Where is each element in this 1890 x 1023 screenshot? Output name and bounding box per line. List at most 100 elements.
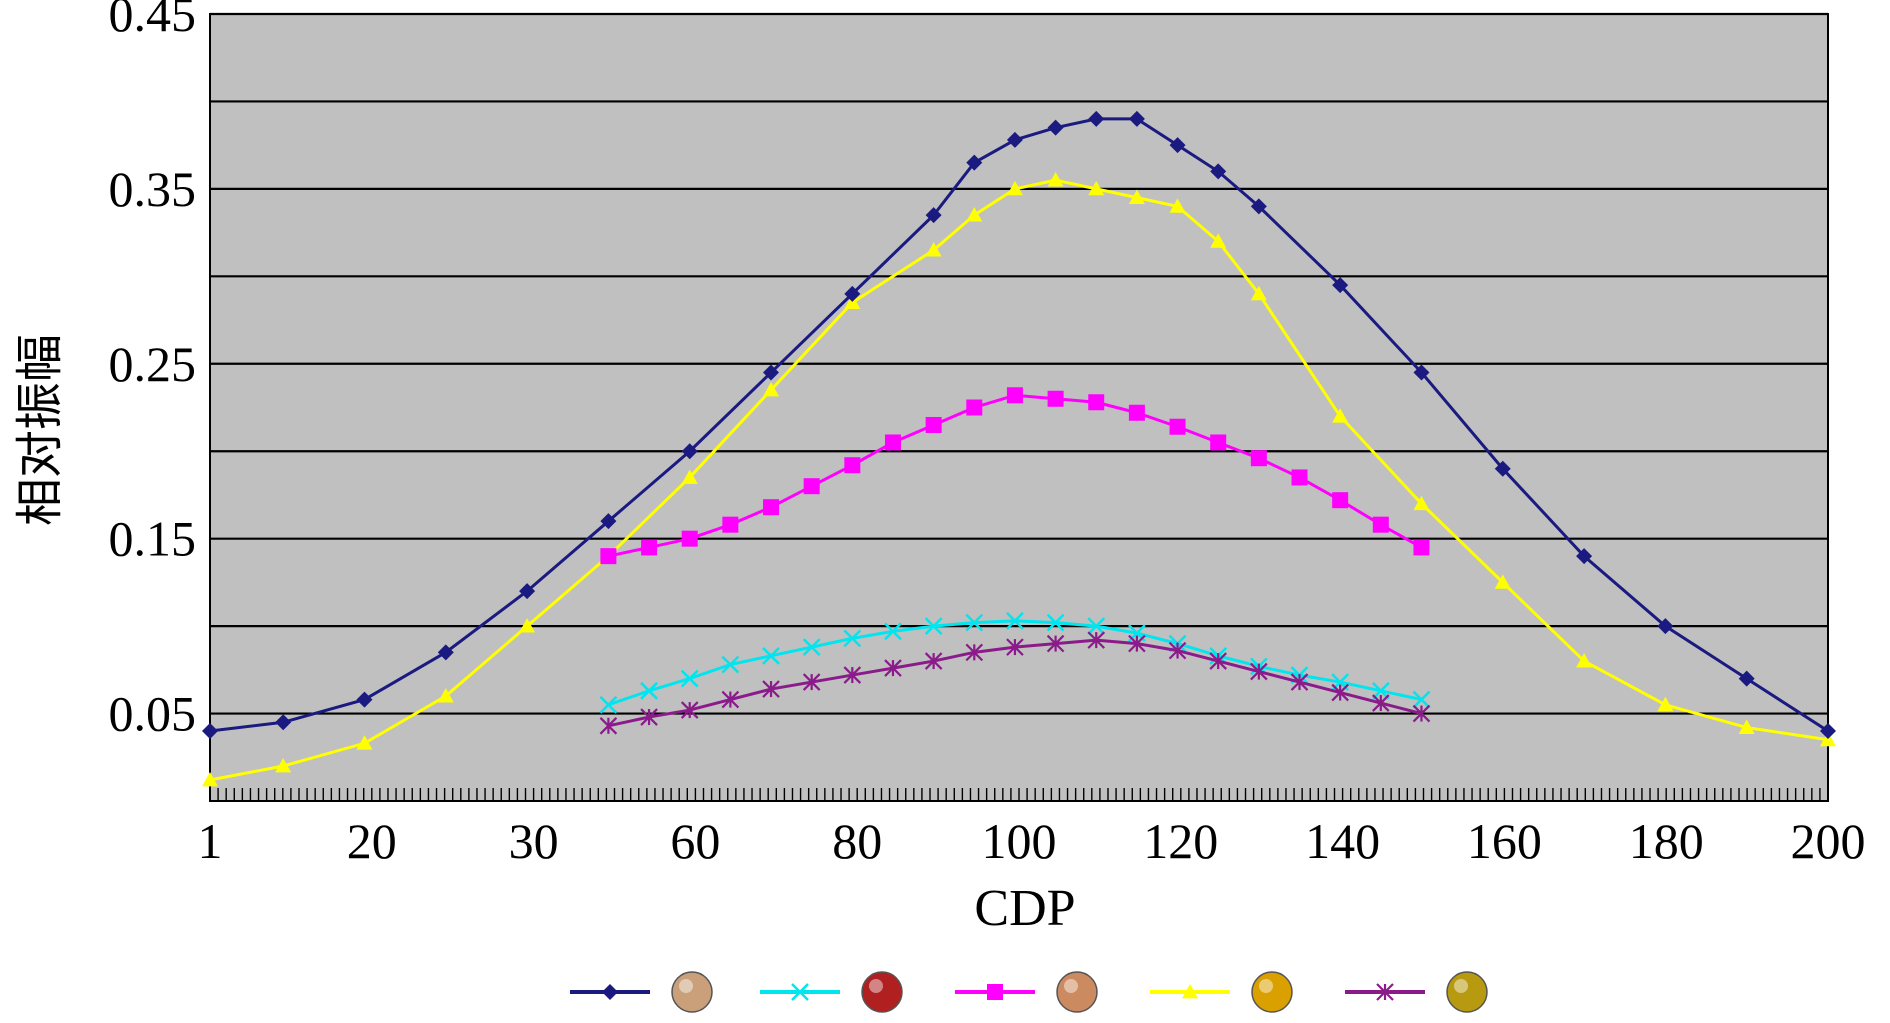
data-point: [1494, 574, 1511, 589]
data-point: [681, 469, 698, 484]
data-point: [884, 434, 901, 451]
data-point: [1169, 418, 1186, 435]
data-point: [1332, 277, 1349, 294]
data-point: [1331, 683, 1349, 702]
data-point: [680, 701, 699, 719]
data-point: [721, 655, 740, 674]
data-point: [1209, 652, 1227, 670]
data-point: [1250, 198, 1267, 215]
x-tick-label: 140: [1305, 813, 1380, 869]
data-point: [925, 416, 942, 433]
data-point: [1128, 110, 1145, 127]
data-point: [600, 513, 617, 530]
data-point: [1413, 364, 1430, 381]
data-point: [762, 646, 780, 665]
data-point: [1182, 984, 1198, 999]
data-point: [600, 548, 617, 565]
x-tick-label: 160: [1467, 813, 1542, 869]
data-point: [925, 242, 942, 257]
plot-area: [209, 13, 1829, 802]
data-point: [1128, 634, 1146, 653]
x-tick-labels: 1 20 30 60 80 100 120 140 160 180 200: [198, 813, 1866, 869]
data-point: [1047, 390, 1064, 407]
data-point: [965, 643, 984, 662]
data-point: [519, 583, 536, 600]
data-point: [1250, 450, 1267, 467]
y-tick-label: 0.15: [109, 511, 197, 567]
data-point: [844, 285, 861, 302]
legend-swatch: [671, 971, 713, 1013]
data-point: [1372, 694, 1390, 712]
data-point: [843, 666, 862, 684]
data-point: [1128, 189, 1145, 205]
data-point: [641, 539, 658, 556]
data-point: [1046, 613, 1065, 632]
data-point: [884, 659, 902, 677]
legend-swatch-highlight: [679, 979, 693, 993]
data-point: [1332, 408, 1349, 423]
data-point: [763, 499, 780, 516]
x-tick-label: 20: [347, 813, 397, 869]
data-point: [1210, 434, 1227, 451]
data-point: [966, 207, 983, 222]
x-tick-label: 100: [982, 813, 1057, 869]
data-point: [924, 652, 943, 670]
legend-entry-2: [760, 971, 903, 1013]
data-point: [844, 457, 861, 474]
y-axis-title: 相对振幅: [12, 334, 68, 526]
data-point: [1576, 548, 1593, 565]
data-point: [1047, 172, 1064, 187]
data-point: [356, 691, 373, 708]
data-point: [1820, 723, 1836, 740]
data-point: [1738, 670, 1755, 687]
data-point: [1413, 539, 1430, 556]
data-point: [519, 618, 536, 633]
data-point: [202, 772, 218, 787]
data-point: [356, 735, 373, 750]
data-point: [1006, 638, 1024, 656]
data-point: [762, 680, 780, 698]
data-point: [721, 690, 740, 709]
legend-entry-4: [1150, 971, 1293, 1013]
legend-swatch-highlight: [1064, 979, 1078, 993]
legend-swatch: [861, 971, 903, 1013]
series-2: [599, 611, 1431, 714]
legend-swatch: [1446, 971, 1488, 1013]
data-point: [1250, 285, 1267, 301]
legend-swatch-highlight: [869, 979, 883, 993]
data-point: [1291, 469, 1308, 486]
data-point: [791, 983, 809, 1001]
series-5: [599, 631, 1431, 735]
x-tick-label: 30: [509, 813, 559, 869]
y-tick-label: 0.05: [109, 686, 197, 742]
legend-entry-3: [955, 971, 1098, 1013]
x-tick-label: 200: [1791, 813, 1866, 869]
data-point: [1006, 611, 1024, 630]
x-tick-label: 180: [1629, 813, 1704, 869]
data-point: [1128, 404, 1145, 421]
data-point: [1168, 641, 1187, 660]
data-point: [1047, 119, 1064, 136]
series-4: [202, 172, 1836, 787]
legend-entry-5: [1345, 971, 1488, 1013]
data-point: [1576, 653, 1593, 668]
data-point: [1046, 634, 1065, 653]
x-axis-title: CDP: [974, 880, 1075, 937]
data-point: [202, 723, 218, 740]
data-point: [1250, 662, 1268, 681]
data-point: [437, 688, 454, 703]
legend-swatch: [1056, 971, 1098, 1013]
data-point: [1088, 394, 1105, 411]
data-point: [763, 364, 780, 381]
series-3: [600, 387, 1430, 565]
data-point: [275, 758, 292, 773]
data-point: [987, 984, 1003, 1000]
data-point: [437, 644, 454, 661]
data-point: [1006, 131, 1023, 148]
data-point: [1006, 180, 1023, 196]
data-point: [884, 622, 902, 641]
data-point: [1210, 163, 1227, 180]
data-point: [1210, 233, 1227, 248]
series-1: [202, 110, 1836, 740]
